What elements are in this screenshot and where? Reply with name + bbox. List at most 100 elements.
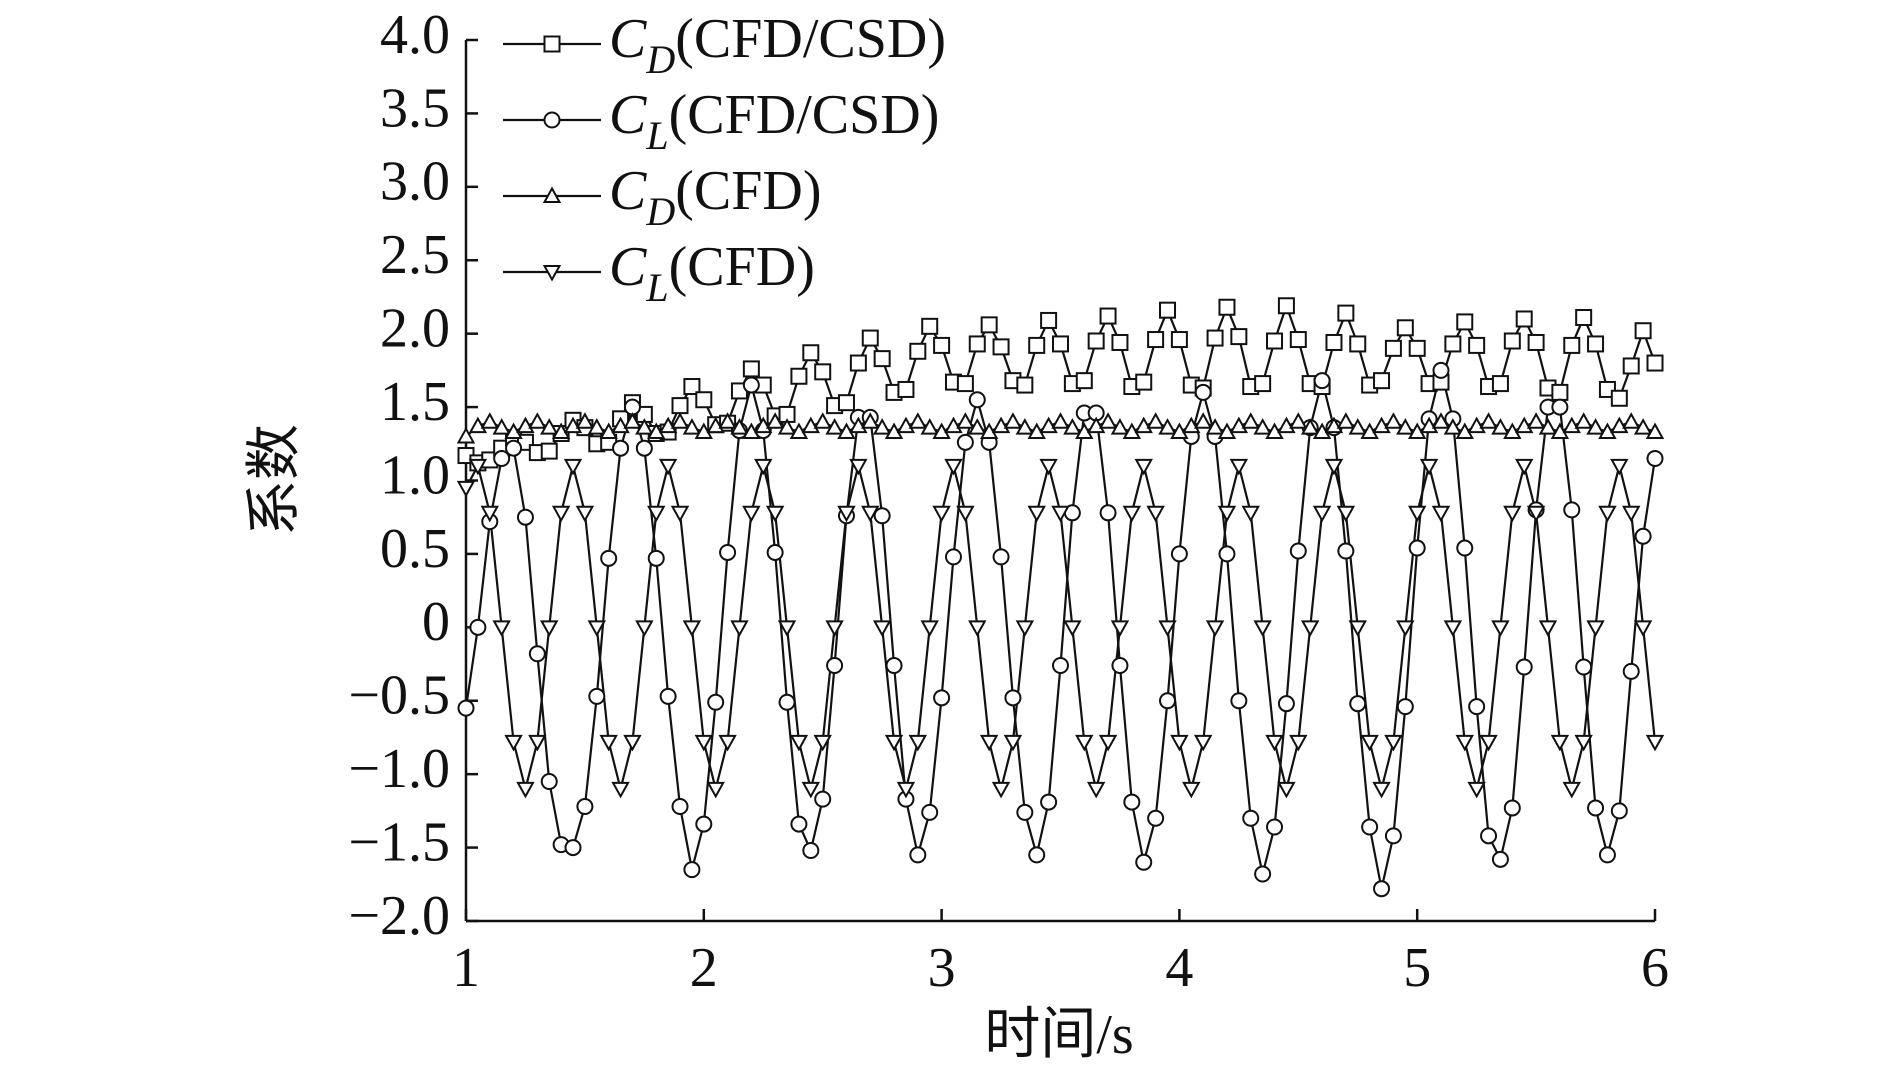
data-point [1396, 698, 1414, 716]
data-point [1265, 734, 1284, 752]
data-point [1170, 545, 1188, 563]
data-point [1027, 505, 1046, 523]
data-point [1040, 311, 1058, 329]
data-point [1634, 322, 1652, 340]
data-point [1194, 383, 1212, 401]
data-point [576, 797, 594, 815]
data-point [1040, 793, 1058, 811]
legend-marker [543, 35, 561, 53]
data-point [671, 397, 689, 415]
data-point [1134, 458, 1153, 476]
data-point [1277, 781, 1296, 799]
data-point [1075, 372, 1093, 390]
data-point [1443, 418, 1463, 435]
data-point [1052, 335, 1069, 353]
data-point [1266, 818, 1284, 836]
data-point [1039, 458, 1058, 476]
data-point [1491, 850, 1509, 868]
data-point [492, 418, 511, 435]
x-tick-label: 4 [1165, 937, 1193, 999]
data-point [1266, 332, 1284, 350]
data-point [671, 797, 689, 815]
data-point [1193, 734, 1213, 752]
data-point [1610, 389, 1628, 407]
legend-item: CD(CFD) [503, 160, 821, 234]
y-tick-label: 1.0 [380, 444, 450, 506]
data-point [1015, 418, 1035, 435]
data-point [563, 416, 583, 434]
data-point [1063, 418, 1082, 435]
data-point [682, 620, 702, 637]
legend-marker [542, 186, 562, 203]
data-point [884, 734, 904, 752]
data-point [1004, 689, 1022, 707]
y-tick-label: 2.5 [380, 224, 450, 286]
data-point [1587, 335, 1605, 353]
data-point [896, 416, 916, 434]
data-point [528, 645, 546, 663]
data-point [1361, 818, 1379, 836]
data-point [1586, 418, 1605, 435]
data-point [1277, 695, 1295, 713]
data-point [802, 344, 820, 362]
data-point [956, 412, 975, 429]
data-point [468, 458, 488, 476]
data-point [1230, 692, 1248, 710]
data-point [683, 861, 701, 879]
data-point [492, 620, 511, 637]
data-point [1086, 781, 1106, 799]
data-point [825, 620, 844, 637]
data-point [1480, 827, 1498, 845]
data-point [1515, 416, 1534, 434]
data-point [1396, 620, 1415, 637]
data-point [1563, 336, 1581, 354]
data-point [1526, 412, 1546, 429]
data-point [968, 620, 987, 637]
data-point [980, 316, 998, 334]
data-point [1063, 620, 1082, 637]
data-point [1098, 412, 1118, 429]
data-point [979, 734, 999, 752]
data-point [909, 342, 927, 360]
data-point [1337, 304, 1355, 322]
data-point [623, 734, 642, 752]
data-point [1443, 620, 1463, 637]
data-point [1467, 416, 1486, 434]
data-point [1515, 310, 1533, 328]
data-point [1193, 412, 1213, 429]
data-point [826, 657, 844, 675]
data-point [956, 505, 975, 523]
y-tick-label: 4.0 [380, 4, 450, 66]
data-point [1254, 865, 1272, 883]
data-point [1503, 505, 1522, 523]
data-point [1610, 416, 1629, 434]
data-point [1123, 793, 1141, 811]
data-point [1254, 375, 1272, 393]
data-point [611, 416, 630, 434]
data-point [575, 412, 595, 429]
data-point [1159, 692, 1177, 710]
data-point [1016, 376, 1034, 394]
data-point [921, 317, 939, 335]
data-point [1016, 803, 1034, 821]
data-point [540, 773, 558, 791]
data-point [1503, 799, 1521, 817]
data-point [1159, 301, 1177, 319]
data-point [1634, 527, 1652, 545]
data-point [908, 412, 928, 429]
data-point [1575, 658, 1593, 676]
data-point [1527, 333, 1545, 351]
data-point [837, 505, 856, 523]
data-point [1408, 505, 1427, 523]
data-point [635, 418, 654, 435]
legend-label: CL(CFD) [609, 236, 815, 310]
data-point [1598, 505, 1617, 523]
series-line [465, 302, 1657, 465]
y-tick-label: 2.0 [380, 298, 450, 360]
legend-label: CD(CFD) [609, 160, 821, 234]
data-point [694, 734, 713, 752]
data-point [765, 412, 785, 429]
data-point [1563, 501, 1581, 519]
data-point [1134, 416, 1153, 434]
data-point [1205, 418, 1225, 435]
